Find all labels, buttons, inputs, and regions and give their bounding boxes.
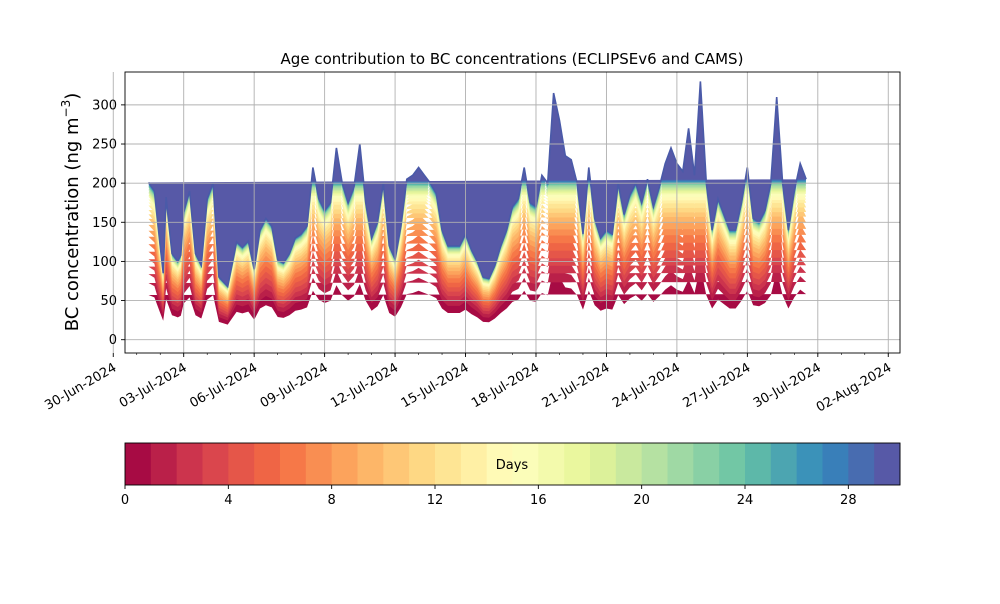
colorbar-tick-label: 0: [121, 493, 129, 508]
y-tick-label: 250: [92, 138, 117, 153]
y-tick-label: 150: [92, 216, 117, 231]
colorbar-cell: [512, 443, 539, 485]
colorbar-cell: [848, 443, 875, 485]
colorbar-cell: [228, 443, 255, 485]
colorbar-cell: [590, 443, 617, 485]
colorbar-cell: [667, 443, 694, 485]
colorbar-cell: [280, 443, 307, 485]
y-tick-label: 300: [92, 98, 117, 113]
colorbar-frame: [124, 442, 901, 486]
colorbar-tick-label: 16: [530, 493, 547, 508]
colorbar-cell: [693, 443, 720, 485]
colorbar-tick-label: 4: [224, 493, 232, 508]
x-tick-label: 30-Jul-2024: [751, 360, 824, 411]
colorbar-cell: [745, 443, 772, 485]
area-layer: [148, 81, 807, 287]
colorbar-cell: [254, 443, 281, 485]
colorbar-cell: [150, 443, 178, 485]
colorbar-cell: [435, 443, 462, 485]
y-axis-label-sup: −3: [59, 100, 73, 118]
colorbar-cell: [305, 443, 333, 485]
colorbar-tick-label: 20: [633, 493, 650, 508]
x-tick-label: 15-Jul-2024: [399, 360, 472, 411]
colorbar-tick-label: 8: [328, 493, 336, 508]
colorbar-cell: [202, 443, 229, 485]
colorbar-cell: [538, 443, 565, 485]
colorbar-cell: [125, 443, 152, 485]
colorbar-cell: [564, 443, 591, 485]
colorbar-cell: [641, 443, 668, 485]
colorbar-cell: [460, 443, 488, 485]
colorbar-cell: [615, 443, 643, 485]
colorbar-cell: [409, 443, 436, 485]
chart-title: Age contribution to BC concentrations (E…: [281, 50, 744, 68]
total-line: [147, 81, 807, 289]
y-axis-label: BC concentration (ng m−3): [59, 93, 83, 332]
y-tick-label: 0: [109, 333, 117, 348]
colorbar-tick-label: 12: [427, 493, 444, 508]
colorbar-cell: [822, 443, 849, 485]
colorbar-cell: [719, 443, 746, 485]
x-tick-label: 02-Aug-2024: [814, 360, 894, 415]
colorbar-cell: [357, 443, 384, 485]
x-tick-label: 03-Jul-2024: [117, 360, 190, 411]
colorbar-cell: [486, 443, 513, 485]
x-tick-label: 06-Jul-2024: [187, 360, 260, 411]
x-tick-label: 24-Jul-2024: [610, 360, 683, 411]
x-tick-label: 21-Jul-2024: [540, 360, 613, 411]
x-tick-label: 18-Jul-2024: [469, 360, 542, 411]
x-tick-label: 27-Jul-2024: [681, 360, 754, 411]
colorbar-cell: [383, 443, 410, 485]
colorbar-tick-label: 28: [840, 493, 857, 508]
colorbar-cell: [331, 443, 358, 485]
colorbar-label: Days: [496, 458, 529, 473]
x-tick-label: 30-Jun-2024: [42, 360, 119, 413]
y-axis-label-text: BC concentration (ng m: [62, 117, 83, 331]
y-axis-label-close: ): [62, 93, 83, 100]
y-tick-label: 50: [100, 294, 117, 309]
colorbar-cell: [796, 443, 823, 485]
y-axis: 0 50 100 150 200 250 300: [92, 98, 125, 348]
y-tick-label: 200: [92, 177, 117, 192]
colorbar-cell: [874, 443, 901, 485]
x-axis: 30-Jun-202403-Jul-202406-Jul-202409-Jul-…: [42, 353, 894, 416]
colorbar-cell: [176, 443, 203, 485]
x-tick-label: 09-Jul-2024: [258, 360, 331, 411]
colorbar-cell: [770, 443, 798, 485]
plot-area: [112, 71, 901, 354]
colorbar-tick-label: 24: [737, 493, 754, 508]
y-tick-label: 100: [92, 255, 117, 270]
x-tick-label: 12-Jul-2024: [328, 360, 401, 411]
colorbar: 0 4 8 12 16 20 24 28: [121, 442, 901, 508]
